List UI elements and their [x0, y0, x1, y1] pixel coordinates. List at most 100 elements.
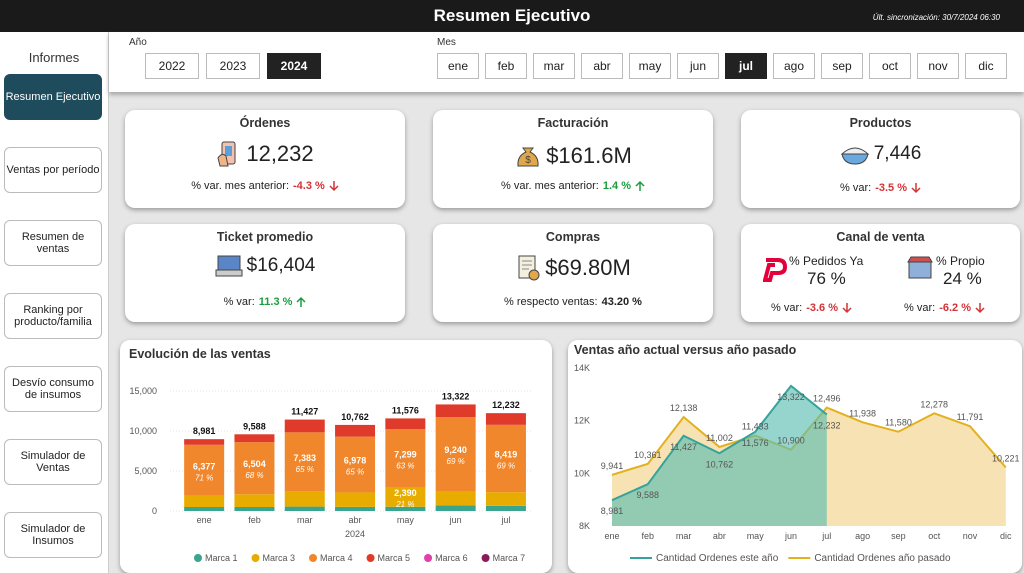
month-button[interactable]: nov: [917, 53, 959, 79]
kpi-title: Facturación: [537, 116, 609, 130]
kpi-value-row: $16,404: [125, 254, 405, 278]
bar-segment: [184, 507, 225, 511]
month-button[interactable]: abr: [581, 53, 623, 79]
total-label: 9,588: [243, 421, 266, 431]
y-tick-label: 5,000: [134, 466, 157, 476]
icon: $: [517, 147, 539, 167]
percent-label: 63 %: [396, 461, 414, 470]
year-button[interactable]: 2023: [206, 53, 260, 79]
legend-label: Marca 1: [205, 553, 238, 563]
channel-value: 76 %: [807, 269, 846, 288]
bar-segment: [284, 491, 325, 507]
x-tick-label: jun: [784, 531, 797, 541]
data-label: 11,791: [957, 412, 984, 422]
total-label: 11,576: [392, 405, 419, 415]
nav-button[interactable]: Resumen de ventas: [4, 220, 102, 266]
arrow-down: [911, 183, 921, 194]
nav-button[interactable]: Ventas por período: [4, 147, 102, 193]
percent-label: 21 %: [395, 500, 414, 509]
kpi-value-row: 7,446: [741, 142, 1020, 166]
bar-segment: [284, 432, 325, 492]
bar-segment: [184, 444, 225, 496]
kpi-change: 43.20 %: [601, 296, 642, 308]
bar-segment: [234, 507, 275, 511]
data-label: 8,981: [601, 506, 624, 516]
bar-segment: [385, 506, 426, 511]
arrow-up: [296, 296, 306, 307]
bar-segment: [485, 492, 526, 506]
data-label: 2,390: [394, 488, 417, 498]
legend-label: Marca 4: [320, 553, 353, 563]
legend-label: Marca 6: [435, 553, 468, 563]
month-button[interactable]: feb: [485, 53, 527, 79]
data-label: 11,002: [706, 433, 733, 443]
legend-swatch: [481, 554, 490, 562]
year-button[interactable]: 2024: [267, 53, 321, 79]
kpi-change: -4.3 %: [293, 180, 325, 192]
month-button[interactable]: ago: [773, 53, 815, 79]
channel-name: % Pedidos Ya: [789, 254, 864, 268]
month-label: Mes: [437, 37, 456, 48]
year-button[interactable]: 2022: [145, 53, 199, 79]
arrow-down: [975, 303, 985, 314]
arrow-down: [842, 303, 852, 314]
legend-label: Cantidad Ordenes año pasado: [814, 553, 951, 564]
month-button[interactable]: jul: [725, 53, 767, 79]
month-button[interactable]: may: [629, 53, 671, 79]
data-label: 10,221: [992, 454, 1020, 464]
filter-bar: Año Mes 2022 2023 2024 ene feb mar abr may jun ju…: [109, 32, 1024, 92]
x-tick-label: nov: [963, 531, 978, 541]
y-tick-label: 14K: [574, 363, 590, 373]
x-axis-label: 2024: [345, 529, 365, 539]
nav-button[interactable]: Resumen Ejecutivo: [4, 74, 102, 120]
kpi-change: 1.4 %: [602, 180, 631, 192]
x-tick-label: may: [747, 531, 765, 541]
x-tick-label: oct: [928, 531, 941, 541]
x-tick-label: abr: [349, 515, 362, 525]
bar-segment: [184, 495, 225, 507]
month-button[interactable]: mar: [533, 53, 575, 79]
kpi-card: Productos 7,446 % var: -3.5 %: [741, 110, 1020, 208]
nav-button[interactable]: Desvío consumo de insumos: [4, 366, 102, 412]
icon: [518, 255, 540, 281]
kpi-change-label: % var. mes anterior:: [501, 180, 599, 192]
kpi-card: Ticket promedio $16,404 % var: 11.3 %: [125, 224, 405, 322]
month-button[interactable]: sep: [821, 53, 863, 79]
kpi-title: Órdenes: [239, 116, 291, 130]
x-tick-label: jul: [821, 531, 831, 541]
nav-button[interactable]: Simulador de Insumos: [4, 512, 102, 558]
month-button[interactable]: oct: [869, 53, 911, 79]
channel-footer: % var: -3.6 %: [771, 302, 852, 314]
bar-segment: [385, 429, 426, 488]
month-button[interactable]: ene: [437, 53, 479, 79]
data-label: 9,588: [637, 490, 660, 500]
month-button[interactable]: dic: [965, 53, 1007, 79]
data-label: 13,322: [777, 392, 805, 402]
kpi-title: Productos: [849, 116, 912, 130]
x-tick-label: abr: [713, 531, 726, 541]
month-button[interactable]: jun: [677, 53, 719, 79]
data-label: 11,580: [885, 418, 912, 428]
x-tick-label: sep: [891, 531, 906, 541]
year-label: Año: [129, 37, 147, 48]
total-label: 8,981: [193, 426, 216, 436]
percent-label: 65 %: [296, 465, 314, 474]
x-tick-label: ago: [855, 531, 870, 541]
kpi-footer: % var: 11.3 %: [125, 296, 405, 308]
header: Resumen Ejecutivo Últ. sincronización: 3…: [0, 0, 1024, 32]
nav-button[interactable]: Ranking por producto/familia: [4, 293, 102, 339]
data-label: 6,978: [344, 456, 367, 466]
icon: [840, 147, 869, 165]
y-tick-label: 15,000: [129, 386, 157, 396]
channel-card: Canal de venta % Pedidos Ya 76 % % Propi…: [741, 224, 1020, 322]
legend-swatch: [194, 554, 202, 562]
channel-change: -3.6 %: [806, 302, 838, 314]
y-tick-label: 10,000: [129, 426, 157, 436]
data-label: 11,433: [742, 422, 769, 432]
kpi-footer: % respecto ventas: 43.20 %: [433, 296, 713, 308]
nav-button[interactable]: Simulador de Ventas: [4, 439, 102, 485]
chart-title: Ventas año actual versus año pasado: [574, 343, 797, 357]
x-tick-label: jun: [449, 515, 462, 525]
svg-text:$: $: [525, 155, 531, 166]
y-tick-label: 10K: [574, 468, 590, 478]
